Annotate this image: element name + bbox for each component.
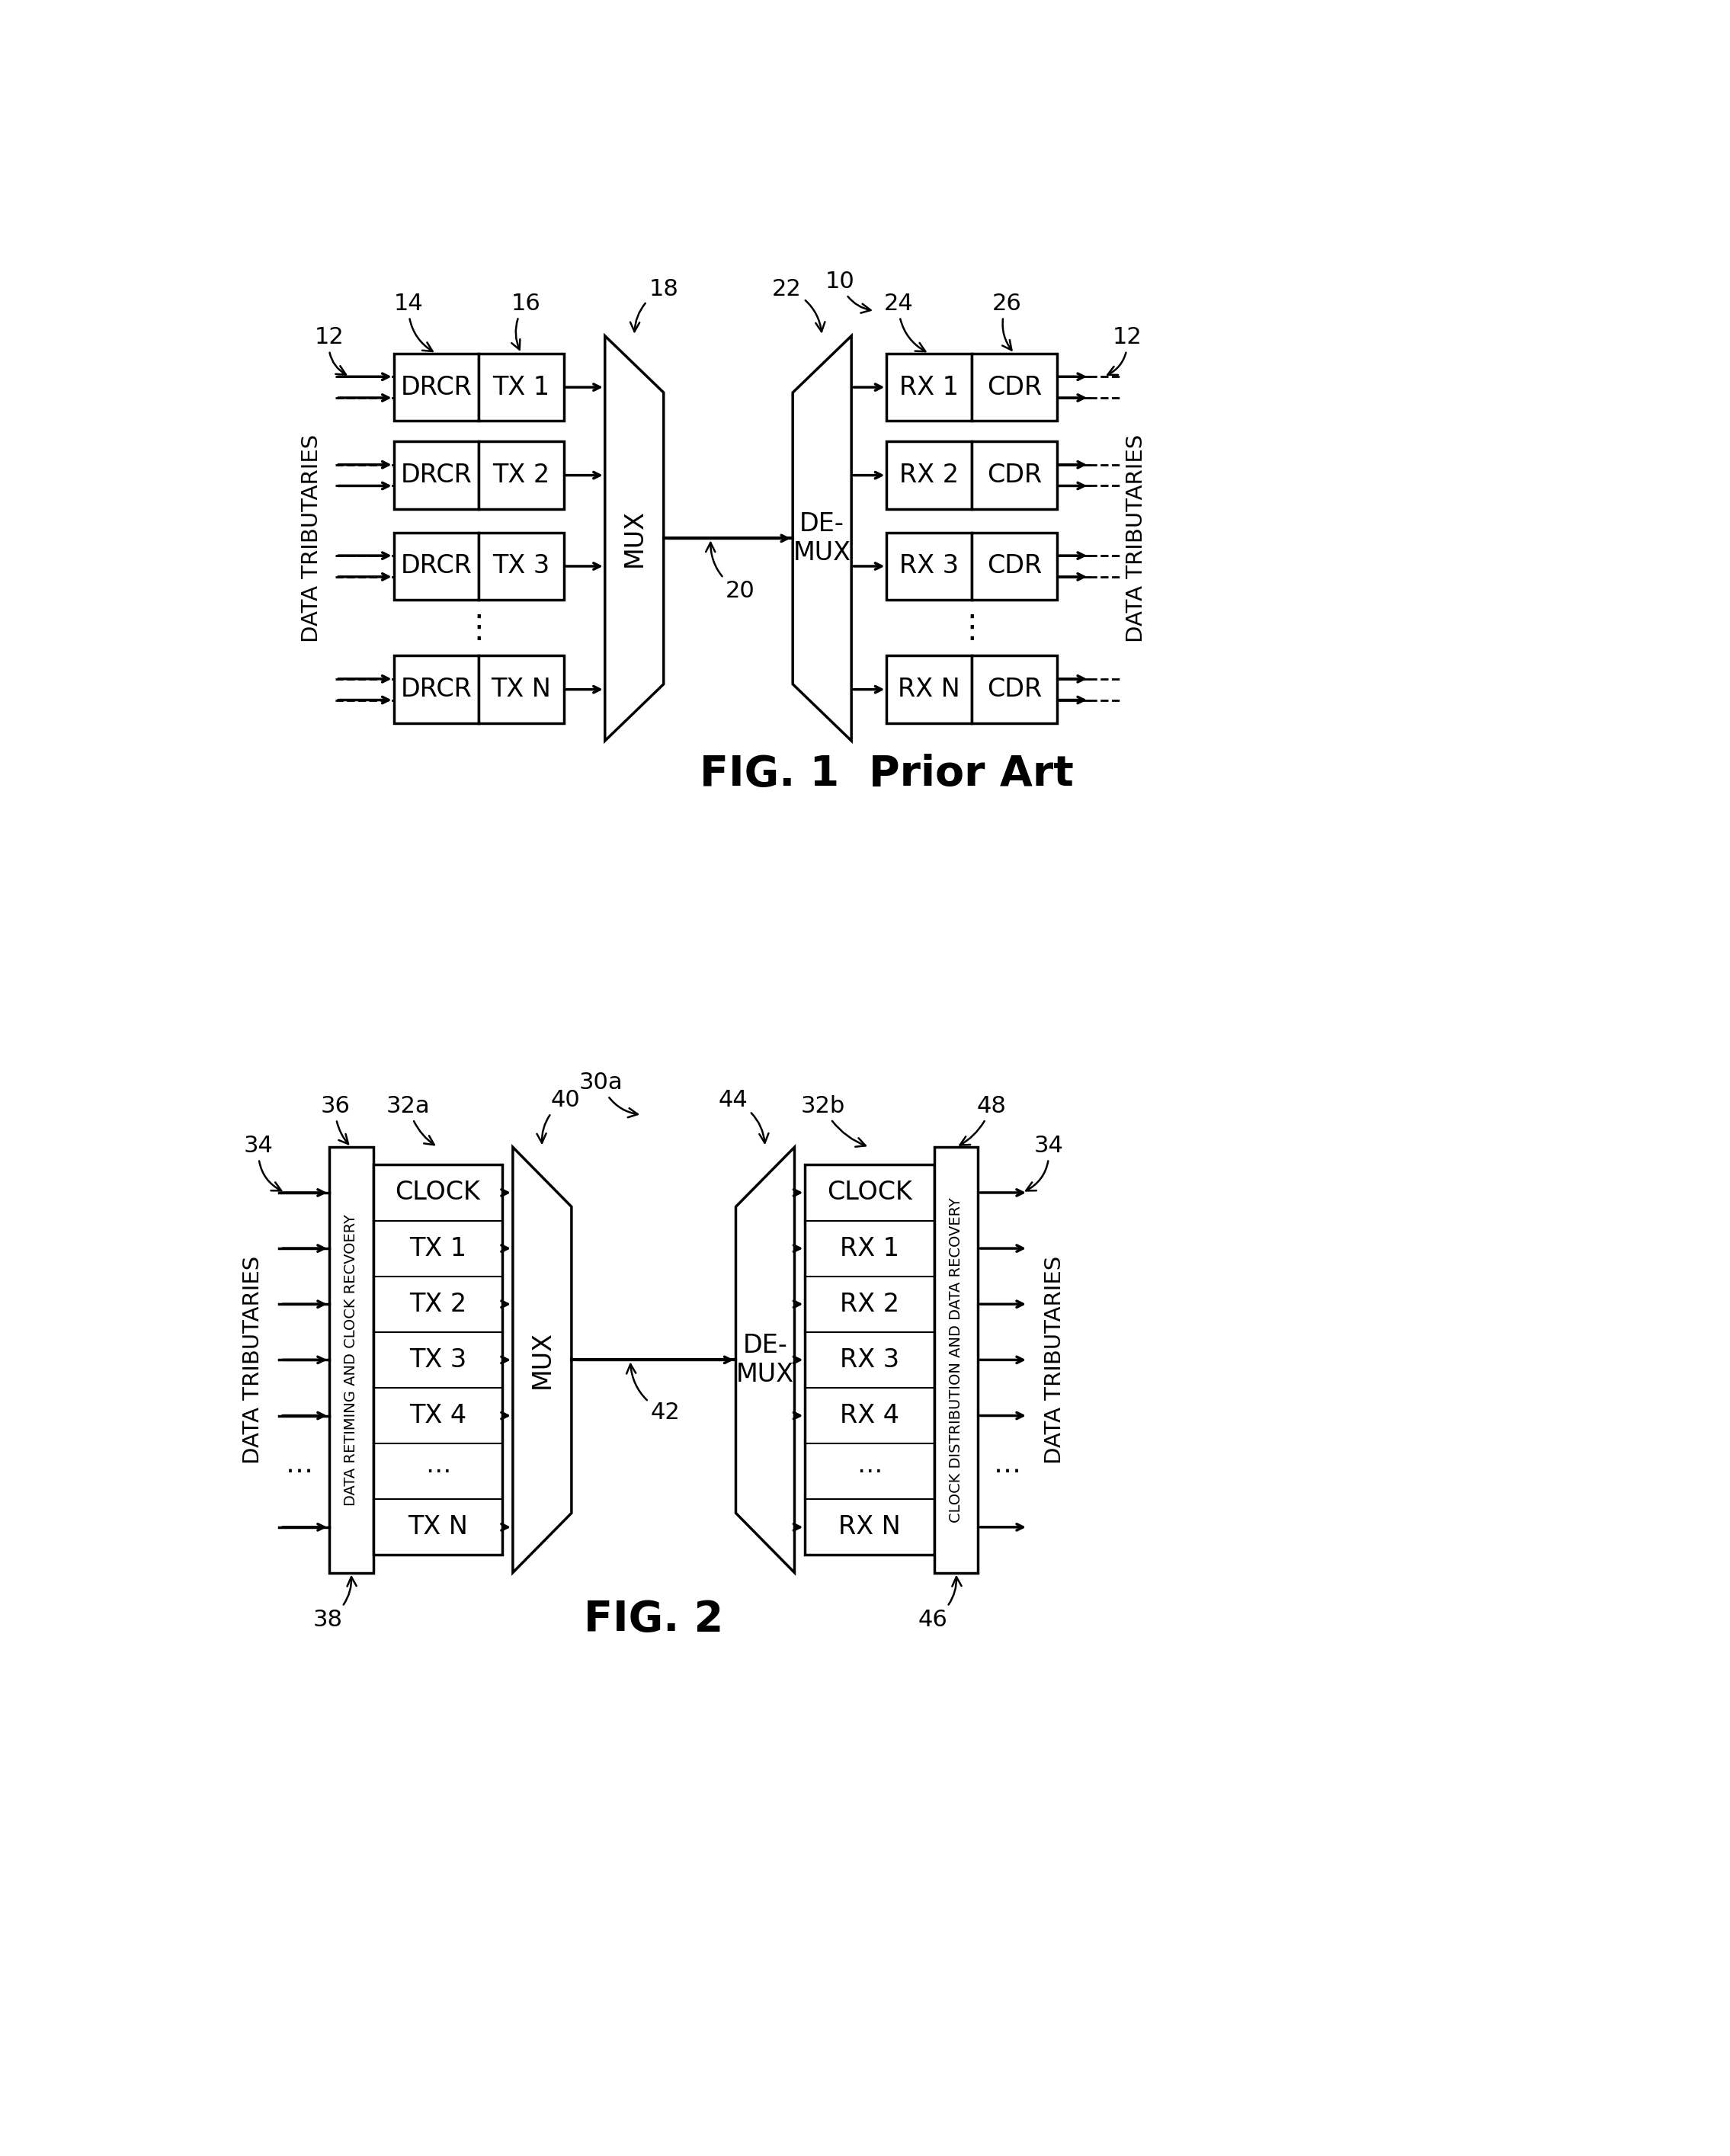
Text: RX 2: RX 2 [839, 1291, 900, 1317]
Text: ⋯: ⋯ [856, 1460, 882, 1483]
Text: TX 3: TX 3 [493, 554, 550, 578]
Text: DATA RETIMING AND CLOCK RECVOERY: DATA RETIMING AND CLOCK RECVOERY [344, 1214, 358, 1505]
Polygon shape [735, 1147, 794, 1572]
Text: TX 1: TX 1 [493, 375, 550, 399]
Text: 20: 20 [706, 543, 754, 602]
Text: DRCR: DRCR [400, 554, 472, 578]
Text: 34: 34 [244, 1134, 282, 1190]
Text: ⋯: ⋯ [285, 1457, 313, 1483]
Text: DATA TRIBUTARIES: DATA TRIBUTARIES [1124, 433, 1147, 642]
Text: 10: 10 [825, 270, 870, 313]
Bar [374, 1164, 502, 1554]
Text: 40: 40 [536, 1089, 580, 1143]
Text: 16: 16 [510, 293, 540, 349]
Text: 36: 36 [320, 1095, 349, 1145]
Bar [394, 354, 479, 420]
Text: DE-
MUX: DE- MUX [792, 511, 851, 565]
Text: CDR: CDR [986, 554, 1041, 578]
Text: ⋮: ⋮ [464, 612, 495, 645]
Bar [887, 533, 972, 599]
Text: RX N: RX N [839, 1514, 901, 1539]
Bar [804, 1164, 934, 1554]
Text: 30a: 30a [580, 1072, 638, 1117]
Bar [394, 533, 479, 599]
Text: 38: 38 [313, 1576, 356, 1630]
Bar [934, 1147, 977, 1572]
Text: TX 3: TX 3 [408, 1348, 467, 1373]
Text: DE-
MUX: DE- MUX [737, 1332, 794, 1386]
Bar [479, 442, 564, 509]
Text: DRCR: DRCR [400, 464, 472, 487]
Text: RX 3: RX 3 [839, 1348, 900, 1373]
Text: TX N: TX N [491, 677, 552, 703]
Text: 22: 22 [772, 278, 825, 332]
Text: RX 2: RX 2 [900, 464, 958, 487]
Text: 26: 26 [993, 293, 1022, 349]
Text: FIG. 2: FIG. 2 [583, 1600, 723, 1641]
Text: RX 1: RX 1 [900, 375, 958, 399]
Polygon shape [606, 336, 664, 742]
Text: RX 1: RX 1 [839, 1235, 900, 1261]
Text: 14: 14 [394, 293, 432, 351]
Text: ⋮: ⋮ [957, 612, 988, 645]
Bar [972, 442, 1057, 509]
Bar [972, 354, 1057, 420]
Text: 12: 12 [315, 326, 346, 375]
Text: 48: 48 [960, 1095, 1007, 1145]
Bar [972, 533, 1057, 599]
Text: TX 2: TX 2 [408, 1291, 467, 1317]
Text: CLOCK: CLOCK [394, 1179, 481, 1205]
Text: 44: 44 [718, 1089, 768, 1143]
Bar [479, 354, 564, 420]
Text: 42: 42 [626, 1365, 680, 1423]
Text: 34: 34 [1026, 1134, 1064, 1190]
Polygon shape [512, 1147, 571, 1572]
Polygon shape [792, 336, 851, 742]
Bar [972, 655, 1057, 722]
Text: 12: 12 [1107, 326, 1142, 375]
Bar [394, 442, 479, 509]
Text: DRCR: DRCR [400, 375, 472, 399]
Text: DRCR: DRCR [400, 677, 472, 703]
Text: TX 2: TX 2 [493, 464, 550, 487]
Text: CDR: CDR [986, 464, 1041, 487]
Text: CDR: CDR [986, 375, 1041, 399]
Text: DATA TRIBUTARIES: DATA TRIBUTARIES [1043, 1255, 1066, 1464]
Text: CDR: CDR [986, 677, 1041, 703]
Text: RX N: RX N [898, 677, 960, 703]
Text: 24: 24 [884, 293, 926, 351]
Text: TX N: TX N [408, 1514, 467, 1539]
Text: TX 1: TX 1 [408, 1235, 467, 1261]
Text: CLOCK: CLOCK [827, 1179, 912, 1205]
Text: ⋯: ⋯ [426, 1460, 450, 1483]
Text: 32a: 32a [386, 1095, 434, 1145]
Text: 32b: 32b [801, 1095, 865, 1147]
Text: TX 4: TX 4 [408, 1404, 467, 1427]
Text: MUX: MUX [621, 509, 647, 567]
Bar [329, 1147, 374, 1572]
Bar [887, 655, 972, 722]
Text: CLOCK DISTRIBUTION AND DATA RECOVERY: CLOCK DISTRIBUTION AND DATA RECOVERY [950, 1197, 964, 1522]
Text: RX 3: RX 3 [900, 554, 958, 578]
Text: DATA TRIBUTARIES: DATA TRIBUTARIES [301, 433, 322, 642]
Bar [887, 354, 972, 420]
Text: 46: 46 [919, 1576, 962, 1630]
Text: FIG. 1  Prior Art: FIG. 1 Prior Art [699, 755, 1074, 796]
Bar [887, 442, 972, 509]
Text: DATA TRIBUTARIES: DATA TRIBUTARIES [242, 1255, 263, 1464]
Text: MUX: MUX [529, 1330, 555, 1388]
Text: RX 4: RX 4 [839, 1404, 900, 1427]
Text: 18: 18 [630, 278, 678, 332]
Text: ⋯: ⋯ [993, 1457, 1021, 1483]
Bar [394, 655, 479, 722]
Bar [479, 533, 564, 599]
Bar [479, 655, 564, 722]
